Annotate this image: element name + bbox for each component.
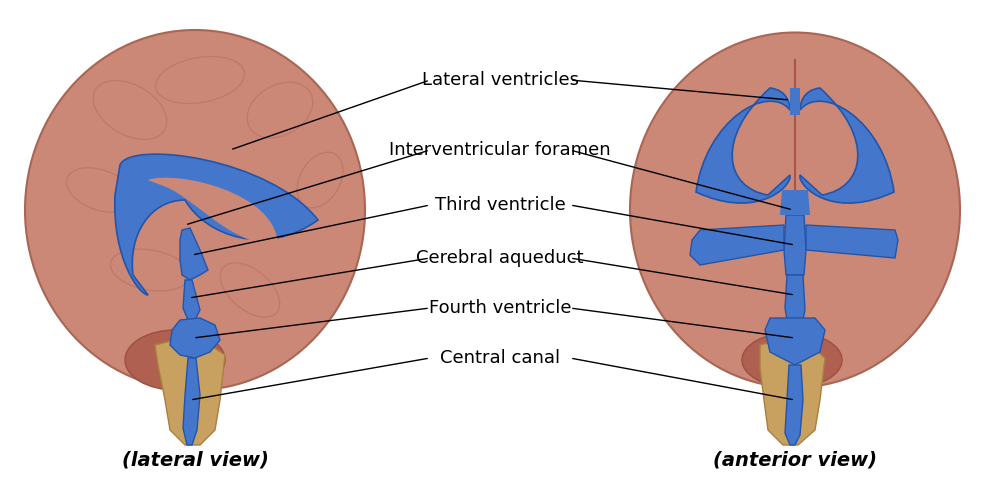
Polygon shape <box>785 365 803 445</box>
Ellipse shape <box>25 30 365 390</box>
Polygon shape <box>155 340 225 445</box>
Polygon shape <box>760 340 825 445</box>
Polygon shape <box>183 358 200 445</box>
Ellipse shape <box>630 33 960 388</box>
Text: Central canal: Central canal <box>440 349 560 367</box>
Polygon shape <box>765 318 825 365</box>
Polygon shape <box>806 225 898 258</box>
Polygon shape <box>785 275 805 320</box>
Text: (lateral view): (lateral view) <box>122 451 268 469</box>
Text: Lateral ventricles: Lateral ventricles <box>422 71 578 89</box>
Polygon shape <box>790 88 800 115</box>
PathPatch shape <box>115 154 318 295</box>
Text: Cerebral aqueduct: Cerebral aqueduct <box>416 249 584 267</box>
Polygon shape <box>170 318 220 358</box>
Polygon shape <box>784 215 806 275</box>
Polygon shape <box>780 190 810 215</box>
Text: Interventricular foramen: Interventricular foramen <box>389 141 611 159</box>
Polygon shape <box>180 228 208 280</box>
PathPatch shape <box>696 88 790 203</box>
Text: Fourth ventricle: Fourth ventricle <box>429 299 571 317</box>
PathPatch shape <box>148 178 278 248</box>
Ellipse shape <box>125 330 225 390</box>
Ellipse shape <box>742 332 842 388</box>
Text: (anterior view): (anterior view) <box>713 451 877 469</box>
Text: Third ventricle: Third ventricle <box>435 196 565 214</box>
Polygon shape <box>690 225 784 265</box>
Polygon shape <box>183 280 200 320</box>
PathPatch shape <box>800 88 894 203</box>
